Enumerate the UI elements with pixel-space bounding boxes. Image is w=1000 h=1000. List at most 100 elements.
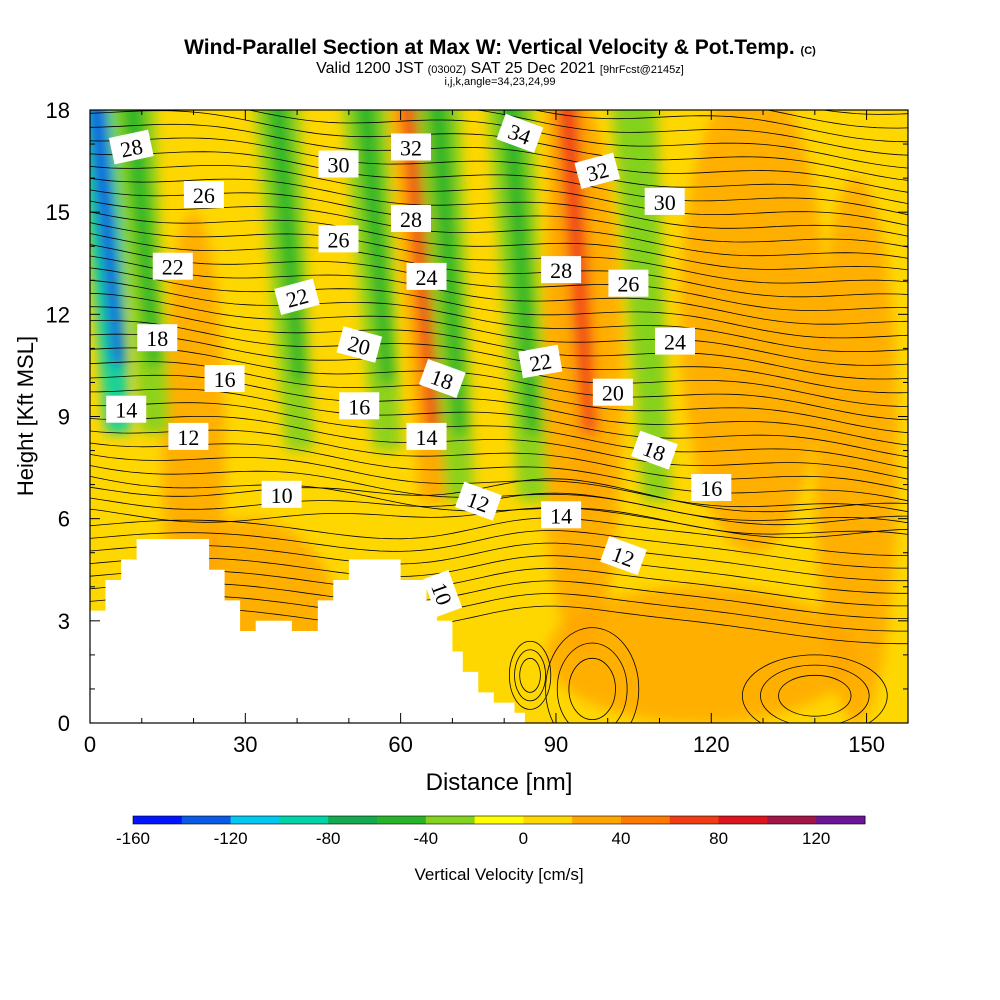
y-axis-label: Height [Kft MSL] — [13, 336, 38, 496]
svg-text:22: 22 — [527, 348, 553, 376]
contour-label-16: 18 — [418, 359, 466, 399]
svg-text:18: 18 — [146, 326, 168, 351]
isentrope-22 — [90, 333, 908, 407]
contour-label-31: 10 — [423, 570, 463, 617]
svg-text:26: 26 — [617, 272, 639, 297]
contour-label-17: 14 — [406, 422, 447, 450]
isentrope-33 — [90, 200, 908, 259]
contour-label-6: 12 — [168, 422, 209, 450]
contour-label-14: 28 — [391, 205, 431, 232]
isentrope-16 — [90, 415, 908, 480]
isentrope-23 — [90, 320, 908, 394]
isentrope-3 — [90, 567, 908, 607]
colorbar-tick-label: 0 — [519, 829, 528, 848]
colorbar-tick-label: 80 — [709, 829, 728, 848]
isentrope-10 — [90, 478, 908, 513]
isentrope-28 — [90, 255, 908, 325]
isentrope-41 — [247, 110, 908, 169]
isentrope-2 — [90, 580, 908, 619]
isentrope-24 — [90, 306, 908, 380]
low-contour-3-0 — [508, 640, 552, 710]
colorbar-swatch — [279, 816, 329, 824]
isentrope-1 — [90, 593, 908, 632]
isentrope-39 — [90, 123, 908, 193]
svg-text:28: 28 — [118, 133, 145, 162]
colorbar-swatch — [572, 816, 622, 824]
svg-text:14: 14 — [550, 503, 572, 528]
isentrope-21 — [90, 347, 908, 421]
colorbar-tick-label: -80 — [316, 829, 341, 848]
vv-core-3 — [355, 110, 395, 383]
svg-text:28: 28 — [400, 207, 422, 232]
isentrope-17 — [90, 402, 908, 469]
contour-label-23: 14 — [541, 501, 582, 529]
contour-label-27: 20 — [592, 378, 633, 406]
contour-label-15: 24 — [406, 262, 447, 290]
isentrope-37 — [90, 151, 908, 216]
svg-text:16: 16 — [700, 476, 722, 501]
colorbar-swatch — [181, 816, 232, 824]
low-contour-2-2 — [778, 674, 852, 717]
svg-text:24: 24 — [416, 265, 438, 290]
low-contour-3-2 — [519, 657, 541, 693]
low-contour-1-0 — [545, 627, 640, 723]
x-tick-label: 30 — [233, 732, 257, 757]
y-tick-label: 3 — [58, 609, 70, 634]
isentrope-13 — [90, 454, 908, 513]
isentrope-35 — [90, 178, 908, 237]
colorbar-swatch — [523, 816, 573, 824]
grid-indices: i,j,k,angle=34,23,24,99 — [444, 76, 556, 88]
contour-label-7: 10 — [261, 480, 302, 508]
y-tick-label: 15 — [46, 200, 70, 225]
x-tick-label: 150 — [848, 732, 885, 757]
isentrope-5 — [90, 542, 908, 582]
colorbar-tick-label: 120 — [802, 829, 830, 848]
vv-core-2 — [267, 110, 307, 383]
isentrope-30 — [90, 233, 908, 298]
svg-text:26: 26 — [328, 227, 350, 252]
y-tick-label: 0 — [58, 711, 70, 736]
y-tick-label: 9 — [58, 405, 70, 430]
svg-text:16: 16 — [214, 367, 236, 392]
low-contour-2-0 — [741, 654, 888, 723]
svg-text:30: 30 — [328, 153, 350, 178]
colorbar-swatch — [328, 816, 378, 824]
colorbar-tick-label: 40 — [612, 829, 631, 848]
isentrope-6 — [90, 530, 908, 569]
x-tick-label: 120 — [693, 732, 730, 757]
y-tick-label: 18 — [46, 98, 70, 123]
colorbar-swatch — [718, 816, 768, 824]
contour-label-20: 28 — [541, 256, 582, 284]
contour-label-0: 28 — [108, 129, 154, 165]
svg-text:14: 14 — [416, 425, 438, 450]
isentropes — [90, 110, 908, 723]
isentrope-14 — [90, 442, 908, 502]
contour-label-12: 16 — [339, 392, 380, 420]
plot-area: 2826221814161210302622201632282418143432… — [90, 110, 908, 723]
isentrope-31 — [90, 222, 908, 284]
isentrope-7 — [90, 517, 908, 556]
weak-updraft-2 — [680, 110, 826, 553]
low-contour-3-1 — [514, 649, 546, 702]
low-contour-1-2 — [568, 657, 616, 720]
colorbar-swatch — [230, 816, 280, 824]
isentrope-18 — [90, 388, 908, 458]
svg-text:12: 12 — [177, 425, 199, 450]
low-contour-2-1 — [760, 664, 870, 723]
colorbar-tick-label: -120 — [214, 829, 248, 848]
svg-text:14: 14 — [115, 398, 137, 423]
colorbar-swatch — [133, 816, 183, 824]
isentrope-43 — [532, 110, 908, 143]
axes: 0 30 60 90 120 150 0 3 6 9 12 15 18 — [46, 98, 908, 757]
contour-labels: 2826221814161210302622201632282418143432… — [106, 113, 732, 617]
isentrope-42 — [474, 110, 908, 156]
isentrope-4 — [90, 555, 908, 594]
contour-label-5: 16 — [204, 365, 245, 392]
svg-text:26: 26 — [193, 183, 215, 208]
colorbar-swatch — [669, 816, 720, 824]
svg-text:28: 28 — [550, 258, 572, 283]
isentrope-32 — [90, 211, 908, 271]
contour-label-21: 22 — [518, 344, 563, 379]
svg-text:22: 22 — [162, 255, 184, 280]
